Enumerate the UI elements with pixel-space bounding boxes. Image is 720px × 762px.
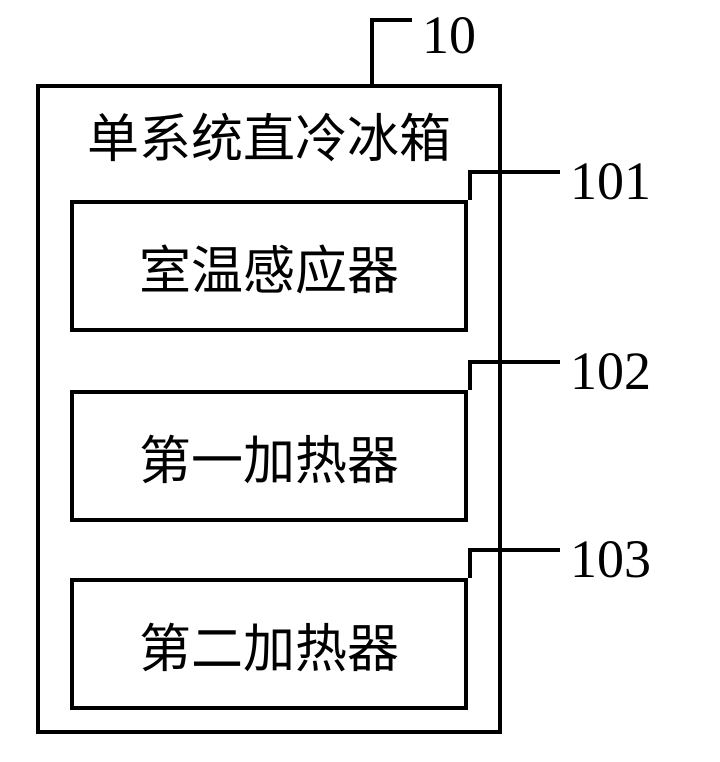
outer-leader-h bbox=[370, 18, 412, 22]
box-heater2-leader-h bbox=[468, 548, 560, 552]
outer-label: 10 bbox=[422, 4, 476, 66]
box-heater2: 第二加热器 bbox=[70, 578, 468, 710]
box-sensor: 室温感应器 bbox=[70, 200, 468, 332]
box-heater2-leader-v bbox=[468, 548, 472, 578]
box-sensor-leader-v bbox=[468, 170, 472, 200]
box-heater1-leader-h bbox=[468, 360, 560, 364]
box-heater1-leader-v bbox=[468, 360, 472, 390]
box-heater1-text: 第一加热器 bbox=[139, 419, 399, 494]
box-heater2-label: 103 bbox=[570, 528, 651, 590]
box-heater2-text: 第二加热器 bbox=[139, 607, 399, 682]
outer-leader-v bbox=[370, 18, 374, 84]
box-heater1-label: 102 bbox=[570, 340, 651, 402]
diagram-root: 单系统直冷冰箱 10 室温感应器 101 第一加热器 102 第二加热器 103 bbox=[0, 0, 720, 762]
outer-title: 单系统直冷冰箱 bbox=[48, 96, 490, 172]
box-sensor-leader-h bbox=[468, 170, 560, 174]
box-sensor-label: 101 bbox=[570, 150, 651, 212]
box-sensor-text: 室温感应器 bbox=[139, 229, 399, 304]
box-heater1: 第一加热器 bbox=[70, 390, 468, 522]
